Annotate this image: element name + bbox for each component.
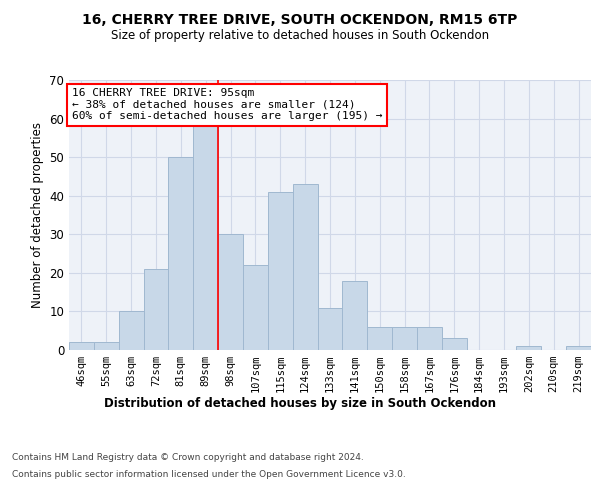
- Bar: [517, 346, 541, 350]
- Text: Distribution of detached houses by size in South Ockendon: Distribution of detached houses by size …: [104, 398, 496, 410]
- Bar: [317, 308, 343, 350]
- Bar: [193, 126, 218, 350]
- Bar: [169, 157, 193, 350]
- Bar: [243, 265, 268, 350]
- Text: Contains HM Land Registry data © Crown copyright and database right 2024.: Contains HM Land Registry data © Crown c…: [12, 452, 364, 462]
- Text: Size of property relative to detached houses in South Ockendon: Size of property relative to detached ho…: [111, 29, 489, 42]
- Bar: [119, 312, 143, 350]
- Bar: [94, 342, 119, 350]
- Bar: [343, 280, 367, 350]
- Text: Contains public sector information licensed under the Open Government Licence v3: Contains public sector information licen…: [12, 470, 406, 479]
- Text: 16, CHERRY TREE DRIVE, SOUTH OCKENDON, RM15 6TP: 16, CHERRY TREE DRIVE, SOUTH OCKENDON, R…: [82, 12, 518, 26]
- Bar: [293, 184, 317, 350]
- Text: 16 CHERRY TREE DRIVE: 95sqm
← 38% of detached houses are smaller (124)
60% of se: 16 CHERRY TREE DRIVE: 95sqm ← 38% of det…: [71, 88, 382, 122]
- Bar: [417, 327, 442, 350]
- Bar: [218, 234, 243, 350]
- Bar: [392, 327, 417, 350]
- Bar: [367, 327, 392, 350]
- Bar: [566, 346, 591, 350]
- Bar: [268, 192, 293, 350]
- Y-axis label: Number of detached properties: Number of detached properties: [31, 122, 44, 308]
- Bar: [69, 342, 94, 350]
- Bar: [143, 269, 169, 350]
- Bar: [442, 338, 467, 350]
